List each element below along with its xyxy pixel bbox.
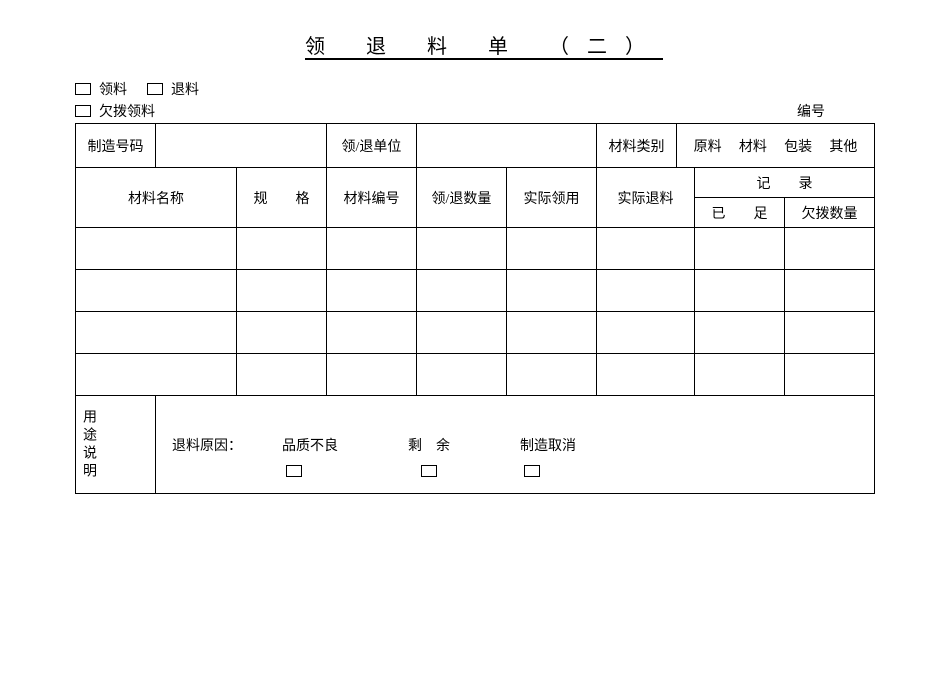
reason-opt-cancel[interactable]: 制造取消 (520, 435, 576, 477)
table-row (76, 228, 875, 270)
cell-owed-qty[interactable] (785, 270, 875, 312)
checkbox-row-1: 领料 退料 (75, 79, 875, 99)
cell-sufficient[interactable] (695, 228, 785, 270)
cell-actual-use[interactable] (507, 270, 597, 312)
cat-opt-material[interactable]: 材料 (739, 136, 767, 156)
hdr-material-category: 材料类别 (597, 124, 677, 168)
reason-opt-label: 剩 余 (408, 435, 450, 455)
cell-material-category-options: 原料 材料 包装 其他 (677, 124, 875, 168)
cell-sufficient[interactable] (695, 354, 785, 396)
col-qty: 领/退数量 (417, 168, 507, 228)
cell-actual-return[interactable] (597, 312, 695, 354)
cell-actual-use[interactable] (507, 312, 597, 354)
cell-owed-qty[interactable] (785, 354, 875, 396)
cell-sufficient[interactable] (695, 312, 785, 354)
return-reason-label: 退料原因： (172, 435, 242, 455)
checkbox-box-icon (75, 105, 91, 117)
col-record: 记 录 (695, 168, 875, 198)
checkbox-lingliao[interactable]: 领料 (75, 79, 127, 99)
cell-actual-use[interactable] (507, 354, 597, 396)
checkbox-box-icon (421, 465, 437, 477)
header-row-1: 制造号码 领/退单位 材料类别 原料 材料 包装 其他 (76, 124, 875, 168)
cell-actual-return[interactable] (597, 354, 695, 396)
reason-opt-label: 品质不良 (282, 435, 338, 455)
checkbox-box-icon (286, 465, 302, 477)
cell-spec[interactable] (237, 354, 327, 396)
cell-mfg-number-value[interactable] (156, 124, 327, 168)
col-actual-use: 实际领用 (507, 168, 597, 228)
table-row (76, 354, 875, 396)
checkbox-tuiliao[interactable]: 退料 (147, 79, 199, 99)
hdr-unit: 领/退单位 (327, 124, 417, 168)
cat-opt-other[interactable]: 其他 (829, 136, 857, 156)
col-material-code: 材料编号 (327, 168, 417, 228)
notes-content-cell: 退料原因： 品质不良 剩 余 制造取消 (156, 396, 875, 494)
cell-material-name[interactable] (76, 354, 237, 396)
cell-spec[interactable] (237, 270, 327, 312)
cell-material-name[interactable] (76, 270, 237, 312)
notes-side-label: 用途说明 (76, 396, 156, 494)
vertical-label: 用途说明 (76, 403, 100, 487)
col-owed-qty: 欠拨数量 (785, 198, 875, 228)
cell-material-code[interactable] (327, 228, 417, 270)
serial-number-label: 编号 (797, 101, 825, 121)
cell-spec[interactable] (237, 312, 327, 354)
cell-material-code[interactable] (327, 270, 417, 312)
cell-unit-value[interactable] (417, 124, 597, 168)
reason-opt-surplus[interactable]: 剩 余 (408, 435, 450, 477)
form-title: 领 退 料 单 （二） (75, 30, 875, 59)
reason-opt-quality[interactable]: 品质不良 (282, 435, 338, 477)
col-actual-return: 实际退料 (597, 168, 695, 228)
notes-row: 用途说明 退料原因： 品质不良 剩 余 制造取消 (76, 396, 875, 494)
col-spec: 规 格 (237, 168, 327, 228)
cat-opt-packaging[interactable]: 包装 (784, 136, 812, 156)
reason-opt-label: 制造取消 (520, 435, 576, 455)
cell-owed-qty[interactable] (785, 228, 875, 270)
checkbox-box-icon (75, 83, 91, 95)
cell-material-code[interactable] (327, 312, 417, 354)
cat-opt-raw[interactable]: 原料 (694, 136, 722, 156)
col-sufficient: 已 足 (695, 198, 785, 228)
col-material-name: 材料名称 (76, 168, 237, 228)
cell-owed-qty[interactable] (785, 312, 875, 354)
hdr-mfg-number: 制造号码 (76, 124, 156, 168)
material-form-table: 制造号码 领/退单位 材料类别 原料 材料 包装 其他 材料名称 规 格 材料编… (75, 123, 875, 494)
cell-material-name[interactable] (76, 228, 237, 270)
table-row (76, 312, 875, 354)
cell-qty[interactable] (417, 270, 507, 312)
checkbox-box-icon (524, 465, 540, 477)
cell-qty[interactable] (417, 228, 507, 270)
cell-actual-return[interactable] (597, 270, 695, 312)
cell-qty[interactable] (417, 312, 507, 354)
cell-spec[interactable] (237, 228, 327, 270)
checkbox-label: 退料 (171, 79, 199, 99)
cell-material-name[interactable] (76, 312, 237, 354)
cell-actual-return[interactable] (597, 228, 695, 270)
return-reason-line: 退料原因： 品质不良 剩 余 制造取消 (172, 435, 858, 477)
header-row-2a: 材料名称 规 格 材料编号 领/退数量 实际领用 实际退料 记 录 (76, 168, 875, 198)
cell-material-code[interactable] (327, 354, 417, 396)
cell-qty[interactable] (417, 354, 507, 396)
checkbox-box-icon (147, 83, 163, 95)
checkbox-label: 领料 (99, 79, 127, 99)
checkbox-qianbo[interactable]: 欠拨领料 (75, 101, 155, 121)
checkbox-label: 欠拨领料 (99, 101, 155, 121)
cell-actual-use[interactable] (507, 228, 597, 270)
cell-sufficient[interactable] (695, 270, 785, 312)
checkbox-row-2: 欠拨领料 编号 (75, 101, 875, 121)
table-row (76, 270, 875, 312)
